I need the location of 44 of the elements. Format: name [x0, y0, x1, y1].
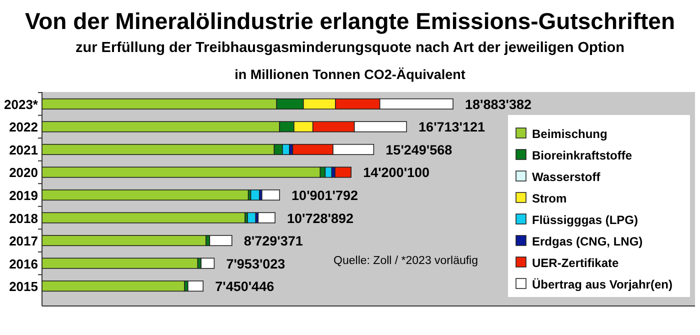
bar	[188, 280, 204, 292]
y-tick-label: 2016	[9, 256, 38, 272]
chart-subtitle: zur Erfüllung der Treibhausgasminderungsquote nach Art der jeweiligen Option	[76, 40, 624, 56]
legend-label: UER-Zertifikate	[532, 256, 620, 270]
bar	[261, 189, 280, 201]
legend-label: Bioreinkraftstoffe	[532, 148, 632, 162]
y-tick-label: 2021	[9, 142, 38, 158]
bar	[209, 235, 232, 246]
annotation: 8'729'371	[244, 234, 304, 249]
annotation: 15'249'568	[386, 142, 453, 158]
y-tick-label: 2017	[9, 234, 38, 249]
chart-title: Von der Mineralölindustrie erlangte Emissions-Gutschriften	[25, 8, 676, 34]
legend-label: Beimischung	[532, 127, 608, 141]
bar	[334, 166, 352, 178]
annotation: 14'200'100	[363, 165, 430, 180]
annotation: 10'901'792	[292, 188, 358, 203]
annotation: 7'450'446	[215, 279, 275, 294]
bar	[258, 212, 276, 224]
annotation: 16'713'121	[418, 120, 486, 135]
y-tick-label: 2015	[9, 279, 38, 294]
bar	[42, 258, 198, 269]
legend-label: Übertrag aus Vorjahr(en)	[532, 278, 672, 292]
annotation: Quelle: Zoll / *2023 vorläufig	[334, 255, 478, 267]
annotation: 10'728'892	[287, 210, 354, 226]
bar	[42, 235, 206, 246]
bar	[200, 258, 215, 269]
y-tick-label: 2023*	[4, 96, 39, 112]
annotation: 18'883'382	[465, 96, 532, 112]
text: in Millionen Tonnen CO2-Äquivalent	[234, 67, 466, 82]
y-tick-label: 2019	[9, 188, 38, 203]
legend-label: Strom	[532, 192, 567, 206]
legend-label: Erdgas (CNG, LNG)	[532, 234, 643, 248]
bar	[42, 166, 321, 178]
bar	[42, 189, 249, 201]
y-tick-label: 2018	[9, 210, 38, 226]
y-tick-label: 2020	[9, 165, 38, 180]
bar	[250, 189, 260, 201]
bar	[42, 280, 186, 292]
bar	[42, 212, 246, 224]
y-tick-label: 2022	[9, 120, 38, 135]
annotation: 7'953'023	[226, 256, 286, 272]
legend-label: Wasserstoff	[532, 170, 602, 184]
legend-label: Flüssigggas (LPG)	[532, 213, 638, 227]
bar	[247, 212, 256, 224]
